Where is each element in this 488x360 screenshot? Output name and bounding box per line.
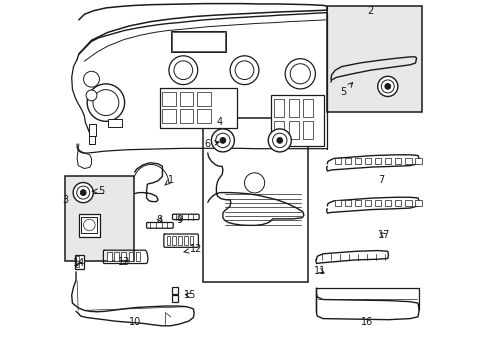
Circle shape	[77, 186, 89, 199]
Text: 8: 8	[157, 215, 163, 225]
Bar	[274, 99, 284, 117]
Bar	[404, 200, 411, 206]
Bar	[404, 158, 411, 164]
Circle shape	[377, 76, 397, 96]
Bar	[107, 252, 111, 261]
Text: 16: 16	[360, 317, 372, 327]
Bar	[384, 158, 390, 164]
Text: 4: 4	[216, 117, 222, 127]
Bar	[274, 121, 284, 139]
Bar	[203, 118, 307, 282]
Bar	[354, 158, 361, 164]
Text: 15: 15	[183, 290, 196, 300]
Bar	[171, 295, 178, 302]
Bar	[76, 264, 79, 267]
Bar	[179, 109, 193, 123]
Text: 9: 9	[176, 215, 183, 225]
Circle shape	[381, 80, 393, 93]
Text: 2: 2	[366, 6, 373, 16]
Text: 1: 1	[164, 175, 173, 185]
Circle shape	[83, 219, 95, 231]
Bar	[160, 88, 237, 128]
Bar	[172, 236, 176, 245]
Bar	[108, 119, 122, 127]
Text: 7: 7	[377, 175, 384, 185]
Bar	[76, 256, 79, 263]
Circle shape	[244, 173, 264, 193]
Text: 11: 11	[313, 266, 325, 276]
Bar	[364, 158, 370, 164]
Bar	[89, 124, 96, 136]
Text: 5: 5	[340, 83, 352, 97]
Circle shape	[93, 90, 119, 116]
Text: 5: 5	[92, 186, 104, 196]
Bar	[303, 121, 313, 139]
Bar	[197, 109, 210, 123]
Circle shape	[220, 138, 225, 143]
Bar	[183, 236, 187, 245]
Circle shape	[272, 133, 286, 148]
Bar	[334, 158, 340, 164]
Bar	[162, 92, 176, 106]
Text: 17: 17	[377, 230, 389, 240]
Text: 14: 14	[73, 258, 85, 268]
Circle shape	[268, 129, 291, 152]
Bar	[179, 92, 193, 106]
Bar	[178, 236, 182, 245]
Bar	[374, 158, 381, 164]
Circle shape	[87, 84, 124, 121]
Circle shape	[80, 190, 86, 195]
Bar	[414, 200, 421, 206]
Circle shape	[384, 84, 390, 89]
Bar	[326, 6, 421, 112]
Circle shape	[276, 138, 282, 143]
Bar	[288, 121, 298, 139]
Bar	[354, 200, 361, 206]
Bar	[271, 95, 323, 146]
Bar	[162, 109, 176, 123]
Circle shape	[174, 61, 192, 80]
Text: 12: 12	[183, 244, 202, 255]
Bar	[136, 252, 140, 261]
Circle shape	[285, 59, 315, 89]
Bar	[374, 200, 381, 206]
Circle shape	[289, 64, 310, 84]
Bar	[334, 200, 340, 206]
Bar	[189, 236, 193, 245]
Bar	[344, 158, 350, 164]
Bar	[89, 136, 95, 144]
Bar	[414, 158, 421, 164]
Circle shape	[83, 71, 99, 87]
Bar	[128, 252, 133, 261]
Bar	[384, 200, 390, 206]
Bar	[303, 99, 313, 117]
Bar	[288, 99, 298, 117]
Bar	[172, 32, 224, 51]
Bar	[79, 214, 101, 237]
Circle shape	[211, 129, 234, 152]
Circle shape	[86, 90, 97, 101]
Text: 3: 3	[62, 195, 68, 205]
Circle shape	[235, 61, 253, 80]
Circle shape	[230, 56, 258, 85]
Circle shape	[73, 183, 93, 203]
Bar	[171, 287, 178, 294]
Bar	[364, 200, 370, 206]
Bar	[394, 158, 401, 164]
Bar	[81, 217, 97, 233]
Circle shape	[168, 56, 197, 85]
Bar	[170, 31, 226, 52]
Bar	[114, 252, 119, 261]
Bar	[166, 236, 170, 245]
Circle shape	[215, 133, 230, 148]
Bar	[75, 255, 83, 269]
Text: 10: 10	[128, 317, 141, 327]
Text: 6: 6	[204, 139, 219, 149]
Bar	[65, 176, 134, 261]
Bar	[344, 200, 350, 206]
Text: 13: 13	[118, 257, 130, 267]
Bar	[197, 92, 210, 106]
Bar	[121, 252, 126, 261]
Bar	[394, 200, 401, 206]
